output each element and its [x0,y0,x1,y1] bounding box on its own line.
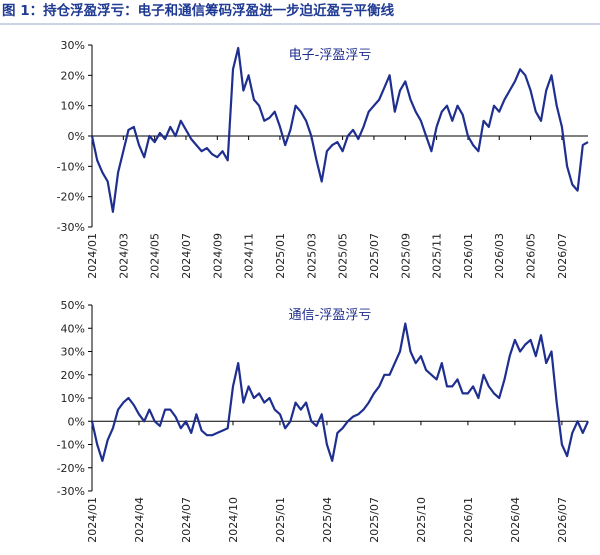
x-tick-label: 2025/10 [415,497,428,543]
y-tick-label: 40% [61,322,85,335]
series-line [90,322,590,462]
x-tick-label: 2026/07 [556,497,569,543]
x-tick-label: 2026/05 [525,233,538,279]
x-tick-label: 2024/07 [180,497,193,543]
x-tick-label: 2025/01 [274,497,287,543]
y-tick-label: 50% [61,299,85,312]
x-tick-label: 2025/05 [337,233,350,279]
x-tick-label: 2024/04 [133,497,146,543]
x-tick-label: 2025/09 [399,233,412,279]
x-tick-label: 2026/01 [462,497,475,543]
x-tick-label: 2025/03 [305,233,318,279]
x-tick-label: 2024/03 [117,233,130,279]
x-tick-label: 2025/07 [368,233,381,279]
y-tick-label: 10% [61,100,85,113]
y-tick-label: -30% [57,485,85,498]
y-tick-label: 30% [61,346,85,359]
y-tick-label: 0% [68,415,85,428]
x-tick-label: 2024/01 [86,497,99,543]
x-tick-label: 2026/07 [556,233,569,279]
page-title: 图 1：持仓浮盈浮亏：电子和通信筹码浮盈进一步迫近盈亏平衡线 [2,2,395,19]
x-tick-label: 2026/03 [493,233,506,279]
x-tick-label: 2024/05 [149,233,162,279]
x-tick-label: 2026/04 [509,497,522,543]
chart-title: 电子-浮盈浮亏 [289,48,372,63]
x-tick-label: 2025/11 [431,233,444,279]
x-tick-label: 2024/09 [211,233,224,279]
y-tick-label: -30% [57,221,85,234]
x-tick-label: 2025/04 [321,497,334,543]
y-tick-label: -20% [57,191,85,204]
y-tick-label: 20% [61,69,85,82]
chart-title: 通信-浮盈浮亏 [289,308,372,323]
x-tick-label: 2024/07 [180,233,193,279]
y-tick-label: 0% [68,130,85,143]
x-tick-label: 2024/10 [227,497,240,543]
y-tick-label: 30% [61,39,85,52]
x-tick-label: 2024/11 [243,233,256,279]
y-tick-label: -20% [57,462,85,475]
x-tick-label: 2026/01 [462,233,475,279]
y-tick-label: -10% [57,160,85,173]
x-tick-label: 2025/07 [368,497,381,543]
series-line [90,46,589,213]
y-tick-label: 10% [61,392,85,405]
y-tick-label: 20% [61,369,85,382]
x-tick-label: 2025/01 [274,233,287,279]
x-tick-label: 2024/01 [86,233,99,279]
y-tick-label: -10% [57,439,85,452]
